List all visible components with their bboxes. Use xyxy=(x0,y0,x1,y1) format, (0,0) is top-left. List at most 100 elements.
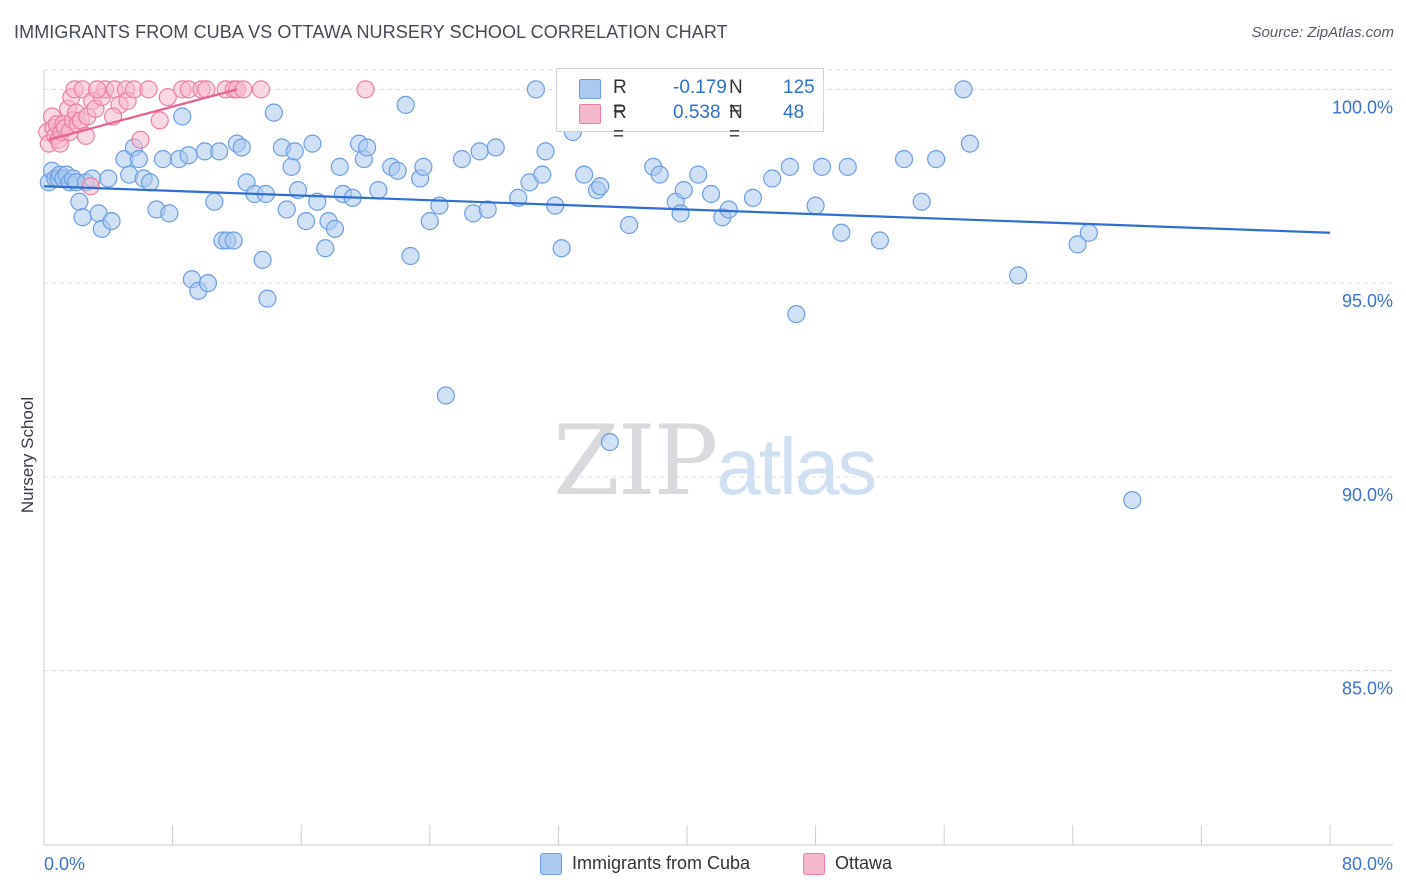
cuba-point xyxy=(179,146,198,165)
cuba-point xyxy=(894,150,914,169)
cuba-point xyxy=(533,165,552,184)
cuba-point xyxy=(689,165,708,184)
cuba-point xyxy=(401,246,420,266)
cuba-point xyxy=(296,212,316,231)
ottawa-point xyxy=(81,177,100,196)
cuba-point xyxy=(153,150,173,169)
watermark-zip: ZIP xyxy=(553,405,718,517)
cuba-point xyxy=(806,196,825,215)
cuba-point xyxy=(509,188,528,207)
cuba-point xyxy=(330,157,349,176)
ottawa-point xyxy=(251,80,271,99)
cuba-point xyxy=(232,138,251,157)
cuba-point xyxy=(552,239,571,258)
cuba-point xyxy=(99,169,118,188)
cuba-point xyxy=(1009,266,1028,285)
y-tick-label: 85.0% xyxy=(1342,679,1393,699)
y-tick-label: 90.0% xyxy=(1342,485,1393,505)
cuba-point xyxy=(763,169,782,188)
cuba-point xyxy=(780,157,799,176)
ottawa-point xyxy=(234,80,253,99)
legend-r-value: 0.538 xyxy=(673,102,721,123)
ottawa-point xyxy=(158,88,177,107)
cuba-point xyxy=(325,219,345,238)
source-label: Source: ZipAtlas.com xyxy=(1251,24,1394,41)
y-tick-label: 95.0% xyxy=(1342,291,1393,311)
cuba-point xyxy=(671,204,690,223)
cuba-point xyxy=(129,150,148,169)
cuba-point xyxy=(702,184,721,204)
cuba-point xyxy=(358,138,377,157)
cuba-point xyxy=(452,150,472,169)
y-axis-label: Nursery School xyxy=(18,396,37,514)
cuba-point xyxy=(674,181,693,200)
cuba-point xyxy=(436,386,455,405)
legend-label-cuba: Immigrants from Cuba xyxy=(572,853,751,873)
cuba-point xyxy=(253,250,272,269)
pink-swatch-icon xyxy=(803,853,825,875)
legend-label-ottawa: Ottawa xyxy=(835,853,893,873)
cuba-point xyxy=(316,239,335,258)
blue-swatch-icon xyxy=(579,79,601,99)
cuba-point xyxy=(308,192,327,211)
cuba-point xyxy=(70,192,89,211)
y-tick-label: 100.0% xyxy=(1332,97,1393,117)
legend-r-label: R = xyxy=(613,102,627,145)
ottawa-point xyxy=(87,80,107,99)
cuba-point xyxy=(285,142,304,161)
ottawa-point xyxy=(356,80,375,99)
cuba-point xyxy=(960,134,980,153)
cuba-point xyxy=(591,177,610,196)
cuba-point xyxy=(600,432,619,452)
cuba-point xyxy=(870,231,890,250)
cuba-point xyxy=(303,134,322,153)
cuba-point xyxy=(258,289,277,308)
cuba-point xyxy=(470,142,489,161)
cuba-point xyxy=(650,165,669,184)
legend-n-label: N = xyxy=(729,77,743,120)
cuba-point xyxy=(478,200,497,219)
x-tick-label: 0.0% xyxy=(44,854,85,874)
legend-item-cuba[interactable]: Immigrants from Cuba xyxy=(540,852,780,876)
legend-r-label: R = xyxy=(613,77,627,120)
cuba-point xyxy=(1123,491,1142,510)
cuba-point xyxy=(787,305,806,324)
cuba-point xyxy=(526,80,545,99)
blue-swatch-icon xyxy=(540,853,562,875)
legend-n-value: 125 xyxy=(783,77,815,98)
cuba-point xyxy=(536,142,555,161)
cuba-point xyxy=(1068,235,1087,254)
cuba-point xyxy=(160,204,179,223)
pink-swatch-icon xyxy=(579,104,601,124)
legend-item-ottawa[interactable]: Ottawa xyxy=(803,852,923,876)
legend-n-label: N = xyxy=(729,102,743,145)
cuba-point xyxy=(575,165,594,184)
cuba-point xyxy=(140,173,160,192)
ottawa-trend-line xyxy=(48,88,238,141)
cuba-point xyxy=(420,212,439,231)
legend-n-value: 48 xyxy=(783,102,805,123)
x-tick-label: 80.0% xyxy=(1342,854,1393,874)
cuba-point xyxy=(388,161,407,180)
cuba-point xyxy=(954,80,973,99)
cuba-point xyxy=(224,231,243,250)
watermark: ZIPatlas xyxy=(553,405,877,517)
watermark-atlas: atlas xyxy=(716,422,877,511)
cuba-point xyxy=(832,223,851,242)
cuba-point xyxy=(719,200,738,219)
cuba-trend-line xyxy=(43,185,1331,234)
stats-legend: R = -0.179 N = 125 R = 0.538 N = 48 xyxy=(556,68,824,145)
cuba-point xyxy=(369,181,388,200)
cuba-point xyxy=(173,107,192,126)
cuba-point xyxy=(198,274,218,293)
cuba-point xyxy=(927,150,946,169)
ottawa-point xyxy=(131,130,150,149)
cuba-point xyxy=(812,157,832,176)
cuba-point xyxy=(620,215,639,235)
cuba-point xyxy=(743,188,763,207)
cuba-point xyxy=(838,157,857,176)
cuba-point xyxy=(210,142,229,161)
cuba-point xyxy=(912,192,931,211)
cuba-point xyxy=(205,192,224,211)
chart-title: IMMIGRANTS FROM CUBA VS OTTAWA NURSERY S… xyxy=(14,22,728,42)
